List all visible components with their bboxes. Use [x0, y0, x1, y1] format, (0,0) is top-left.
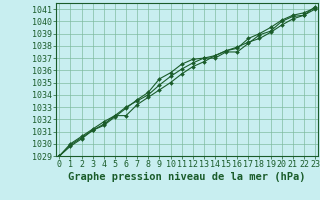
X-axis label: Graphe pression niveau de la mer (hPa): Graphe pression niveau de la mer (hPa) — [68, 172, 306, 182]
